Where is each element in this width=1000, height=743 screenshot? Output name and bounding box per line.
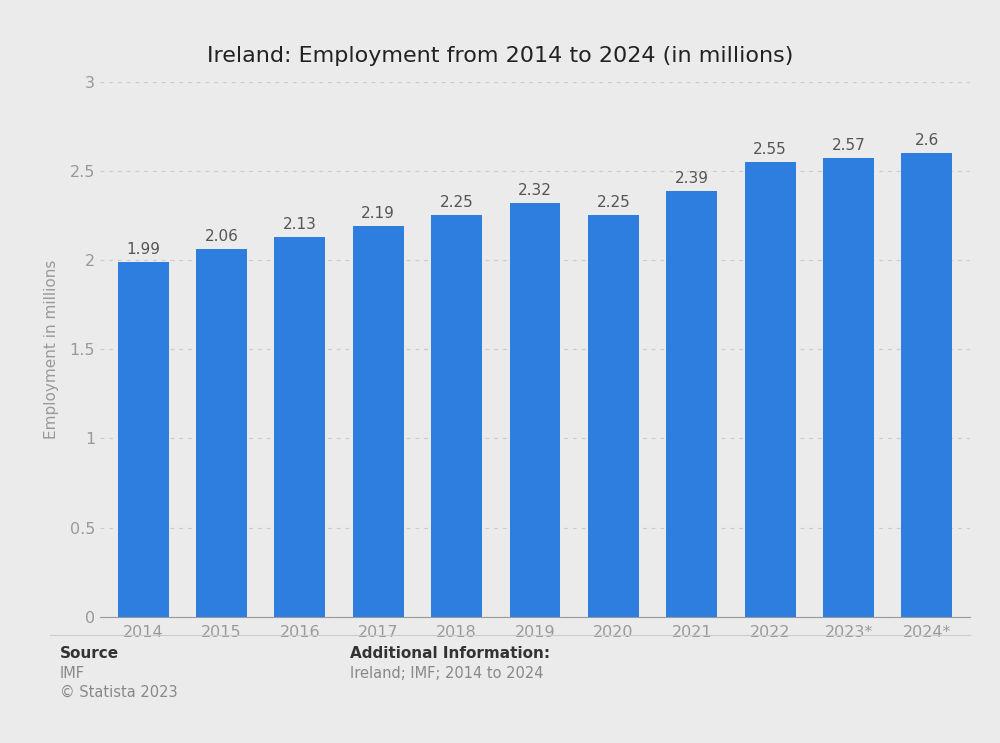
Text: Additional Information:: Additional Information: (350, 646, 550, 661)
Bar (588, 215, 639, 617)
Bar (274, 237, 325, 617)
Text: 2.25: 2.25 (440, 195, 473, 210)
Bar (431, 215, 482, 617)
Bar (823, 158, 874, 617)
Text: 2.32: 2.32 (518, 183, 552, 198)
Text: 2.19: 2.19 (361, 206, 395, 221)
Bar (353, 226, 404, 617)
Text: Ireland: Employment from 2014 to 2024 (in millions): Ireland: Employment from 2014 to 2024 (i… (207, 46, 793, 65)
Text: 2.39: 2.39 (675, 170, 709, 186)
Text: IMF: IMF (60, 666, 85, 681)
Text: Ireland; IMF; 2014 to 2024: Ireland; IMF; 2014 to 2024 (350, 666, 544, 681)
Text: Source: Source (60, 646, 119, 661)
Text: © Statista 2023: © Statista 2023 (60, 685, 178, 700)
Text: 2.25: 2.25 (597, 195, 630, 210)
Bar (745, 162, 796, 617)
Bar (196, 250, 247, 617)
Bar (510, 203, 560, 617)
Text: 1.99: 1.99 (126, 241, 160, 257)
Text: 2.06: 2.06 (205, 230, 238, 244)
Bar (901, 153, 952, 617)
Text: 2.13: 2.13 (283, 217, 317, 232)
Y-axis label: Employment in millions: Employment in millions (44, 259, 59, 439)
Text: 2.6: 2.6 (915, 133, 939, 148)
Text: 2.57: 2.57 (832, 138, 865, 153)
Bar (666, 190, 717, 617)
Text: 2.55: 2.55 (753, 142, 787, 157)
Bar (118, 262, 169, 617)
